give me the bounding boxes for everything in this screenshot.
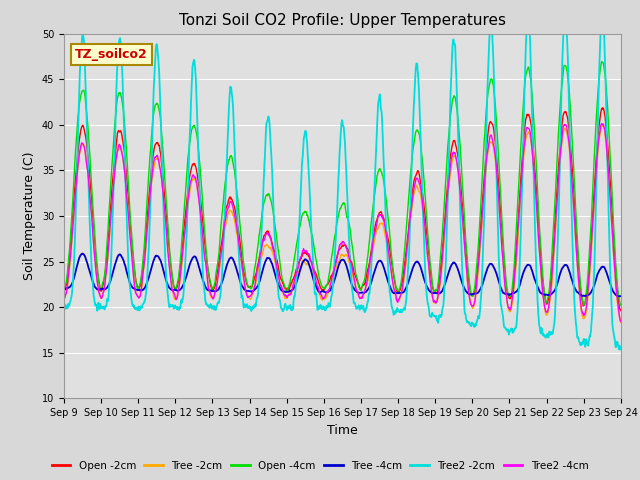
Tree2 -2cm <box>429 312 436 318</box>
Open -2cm <box>502 276 509 282</box>
Line: Open -4cm: Open -4cm <box>64 62 621 305</box>
Open -4cm <box>246 285 254 291</box>
Tree2 -2cm <box>502 325 509 331</box>
Open -2cm <box>184 189 191 194</box>
Tree2 -4cm <box>246 293 254 299</box>
Tree -2cm <box>184 205 191 211</box>
Tree2 -2cm <box>598 5 606 11</box>
Tree2 -2cm <box>617 346 625 351</box>
Open -2cm <box>60 286 68 291</box>
Tree -2cm <box>429 295 436 301</box>
Tree2 -2cm <box>616 347 624 352</box>
Tree -4cm <box>60 287 68 292</box>
Tree2 -4cm <box>502 287 509 293</box>
Y-axis label: Soil Temperature (C): Soil Temperature (C) <box>23 152 36 280</box>
Open -2cm <box>429 285 436 290</box>
Tree2 -2cm <box>60 302 68 308</box>
X-axis label: Time: Time <box>327 424 358 437</box>
Line: Tree2 -2cm: Tree2 -2cm <box>64 8 621 349</box>
Tree -2cm <box>246 296 254 301</box>
Tree -2cm <box>551 239 559 245</box>
Line: Tree -4cm: Tree -4cm <box>64 253 621 296</box>
Tree2 -4cm <box>598 120 605 126</box>
Tree -4cm <box>502 291 509 297</box>
Tree -4cm <box>551 287 559 293</box>
Tree -2cm <box>502 286 509 291</box>
Line: Tree -2cm: Tree -2cm <box>64 124 621 323</box>
Tree -4cm <box>429 290 437 296</box>
Line: Tree2 -4cm: Tree2 -4cm <box>64 123 621 322</box>
Open -4cm <box>170 285 178 291</box>
Tree -2cm <box>170 295 178 301</box>
Tree2 -4cm <box>170 291 178 297</box>
Open -4cm <box>598 59 605 65</box>
Open -4cm <box>429 282 436 288</box>
Open -2cm <box>551 226 559 231</box>
Tree2 -2cm <box>551 318 559 324</box>
Tree -4cm <box>184 267 192 273</box>
Open -2cm <box>617 308 625 313</box>
Open -2cm <box>170 284 178 290</box>
Tree2 -2cm <box>246 305 254 311</box>
Tree -2cm <box>60 295 68 301</box>
Tree2 -4cm <box>551 236 559 241</box>
Tree -2cm <box>617 320 625 325</box>
Open -2cm <box>246 284 254 289</box>
Tree2 -4cm <box>429 296 436 301</box>
Text: TZ_soilco2: TZ_soilco2 <box>75 48 148 61</box>
Legend: Open -2cm, Tree -2cm, Open -4cm, Tree -4cm, Tree2 -2cm, Tree2 -4cm: Open -2cm, Tree -2cm, Open -4cm, Tree -4… <box>47 456 593 475</box>
Open -4cm <box>184 156 191 162</box>
Tree -2cm <box>599 121 607 127</box>
Tree -4cm <box>617 293 625 299</box>
Open -4cm <box>617 302 625 308</box>
Tree2 -4cm <box>60 295 68 301</box>
Tree -4cm <box>246 288 254 294</box>
Tree -4cm <box>78 251 86 256</box>
Tree -4cm <box>616 293 623 299</box>
Open -4cm <box>60 285 68 290</box>
Open -4cm <box>551 204 559 210</box>
Title: Tonzi Soil CO2 Profile: Upper Temperatures: Tonzi Soil CO2 Profile: Upper Temperatur… <box>179 13 506 28</box>
Tree -4cm <box>171 287 179 292</box>
Tree2 -4cm <box>617 319 625 324</box>
Open -2cm <box>598 105 606 111</box>
Open -4cm <box>502 272 509 277</box>
Tree2 -2cm <box>170 305 178 311</box>
Tree2 -2cm <box>184 195 191 201</box>
Tree2 -4cm <box>184 198 191 204</box>
Line: Open -2cm: Open -2cm <box>64 108 621 311</box>
